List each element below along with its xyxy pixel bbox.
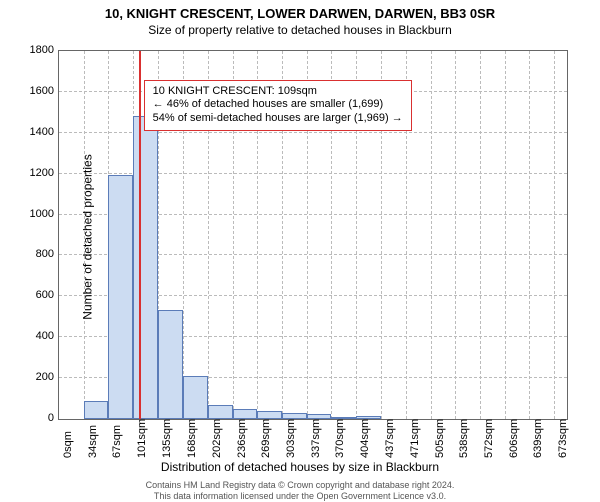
y-tick-label: 1400 (14, 126, 54, 138)
x-tick-label: 101sqm (136, 419, 148, 458)
histogram-bar (257, 411, 282, 419)
x-tick-label: 639sqm (532, 419, 544, 458)
x-tick-label: 135sqm (161, 419, 173, 458)
footer-line-1: Contains HM Land Registry data © Crown c… (146, 480, 455, 490)
reference-line (139, 51, 141, 419)
x-tick-label: 673sqm (557, 419, 569, 458)
histogram-bar (108, 175, 133, 419)
x-tick-label: 269sqm (260, 419, 272, 458)
histogram-bar (233, 409, 257, 419)
y-tick-label: 1200 (14, 167, 54, 179)
histogram-bar (208, 405, 233, 419)
x-tick-label: 572sqm (483, 419, 495, 458)
annotation-line: ← 46% of detached houses are smaller (1,… (153, 98, 403, 112)
x-tick-label: 337sqm (310, 419, 322, 458)
histogram-bar (84, 401, 108, 419)
y-axis-label: Number of detached properties (81, 154, 95, 319)
x-tick-label: 236sqm (236, 419, 248, 458)
annotation-line: 54% of semi-detached houses are larger (… (153, 112, 403, 126)
x-tick-label: 370sqm (334, 419, 346, 458)
grid-line (554, 51, 555, 419)
x-tick-label: 168sqm (186, 419, 198, 458)
histogram-bar (133, 116, 158, 419)
grid-line (505, 51, 506, 419)
annotation-line: 10 KNIGHT CRESCENT: 109sqm (153, 85, 403, 99)
grid-line (431, 51, 432, 419)
x-tick-label: 404sqm (359, 419, 371, 458)
annotation-box: 10 KNIGHT CRESCENT: 109sqm← 46% of detac… (144, 80, 412, 131)
x-tick-label: 0sqm (62, 431, 74, 458)
grid-line (455, 51, 456, 419)
x-tick-label: 34sqm (87, 425, 99, 458)
x-tick-label: 471sqm (409, 419, 421, 458)
x-tick-label: 67sqm (111, 425, 123, 458)
y-tick-label: 1600 (14, 85, 54, 97)
y-tick-label: 1800 (14, 44, 54, 56)
y-tick-label: 200 (14, 371, 54, 383)
grid-line (480, 51, 481, 419)
histogram-bar (158, 310, 182, 419)
grid-line (529, 51, 530, 419)
x-axis-label: Distribution of detached houses by size … (0, 460, 600, 474)
y-tick-label: 0 (14, 412, 54, 424)
histogram-chart: 10 KNIGHT CRESCENT: 109sqm← 46% of detac… (58, 50, 568, 420)
x-tick-label: 538sqm (458, 419, 470, 458)
page-subtitle: Size of property relative to detached ho… (0, 21, 600, 37)
x-tick-label: 505sqm (434, 419, 446, 458)
footer-attribution: Contains HM Land Registry data © Crown c… (0, 480, 600, 502)
footer-line-2: This data information licensed under the… (154, 491, 446, 501)
x-tick-label: 606sqm (508, 419, 520, 458)
x-tick-label: 437sqm (384, 419, 396, 458)
y-tick-label: 600 (14, 289, 54, 301)
x-tick-label: 303sqm (285, 419, 297, 458)
y-tick-label: 400 (14, 330, 54, 342)
y-tick-label: 800 (14, 248, 54, 260)
page-title: 10, KNIGHT CRESCENT, LOWER DARWEN, DARWE… (0, 0, 600, 21)
x-tick-label: 202sqm (211, 419, 223, 458)
y-tick-label: 1000 (14, 208, 54, 220)
histogram-bar (183, 376, 208, 419)
